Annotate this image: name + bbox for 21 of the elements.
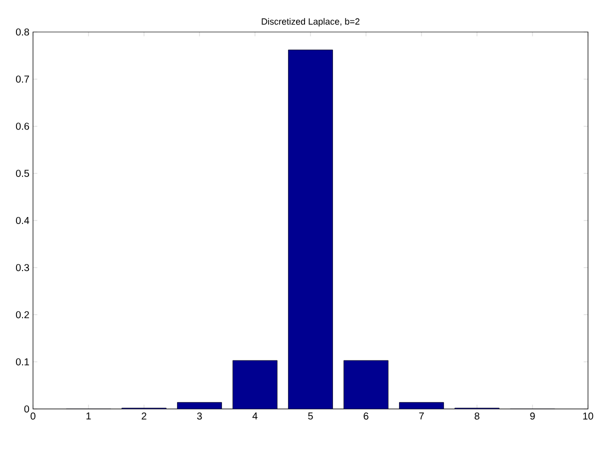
- y-tick-label: 0.6: [16, 122, 30, 130]
- x-tick-label: 10: [583, 412, 594, 420]
- y-tick-label: 0.2: [16, 311, 29, 318]
- y-tick-label: 0.8: [16, 28, 30, 36]
- x-tick-label: 1: [86, 412, 91, 420]
- x-tick-label: 4: [252, 412, 258, 420]
- y-tick-label: 0.7: [16, 76, 29, 83]
- y-tick-label: 0.4: [16, 216, 30, 224]
- x-tick-label: 5: [308, 412, 313, 420]
- x-tick-label: 6: [364, 412, 368, 420]
- x-tick-label: 0: [30, 412, 36, 420]
- y-tick-label: 0.3: [16, 264, 30, 272]
- y-tick-label: 0.1: [16, 358, 29, 366]
- x-tick-label: 7: [419, 412, 424, 420]
- chart-title: Discretized Laplace, b=2: [262, 18, 360, 26]
- y-tick-label: 0: [24, 405, 30, 413]
- x-tick-label: 3: [197, 412, 202, 420]
- x-tick-label: 2: [142, 412, 146, 420]
- x-tick-label: 8: [474, 412, 480, 420]
- y-tick-label: 0.5: [16, 170, 30, 177]
- x-tick-label: 9: [530, 412, 535, 420]
